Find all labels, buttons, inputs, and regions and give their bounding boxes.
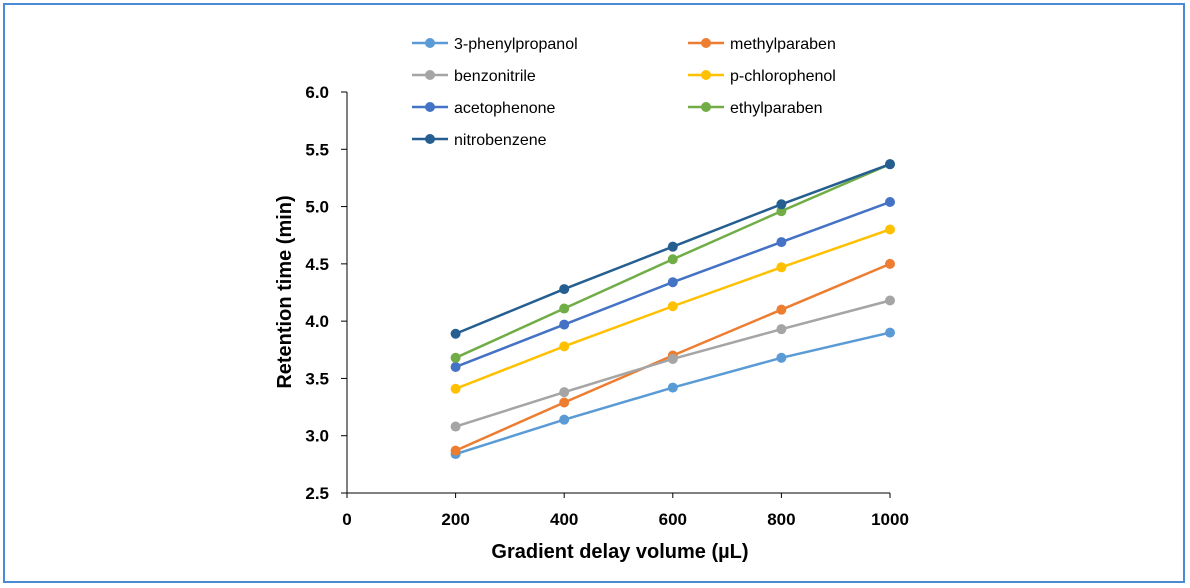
data-point <box>559 319 570 330</box>
series-benzonitrile <box>450 295 895 432</box>
data-point <box>776 304 787 315</box>
legend-item: 3-phenylpropanol <box>412 36 578 53</box>
data-point <box>885 224 895 235</box>
data-point <box>450 421 461 432</box>
legend: 3-phenylpropanol methylparaben benzonitril… <box>412 36 836 149</box>
data-point <box>776 237 787 248</box>
data-point <box>450 361 461 372</box>
x-tick-label: 400 <box>550 510 578 529</box>
series-p-chlorophenol <box>450 224 895 394</box>
y-tick-label: 5.5 <box>305 140 329 159</box>
data-point <box>450 383 461 394</box>
y-tick-label: 4.5 <box>305 255 329 274</box>
legend-label: 3-phenylpropanol <box>454 36 578 53</box>
data-point <box>559 397 570 408</box>
y-tick-label: 6.0 <box>305 83 329 102</box>
data-point <box>450 445 461 456</box>
y-tick-label: 3.0 <box>305 427 329 446</box>
data-point <box>450 352 461 363</box>
y-axis-label: Retention time (min) <box>274 195 296 388</box>
legend-swatch-marker <box>425 134 435 144</box>
series-nitrobenzene <box>450 159 895 339</box>
y-tick-labels: 2.5 3.0 3.5 4.0 4.5 5.0 5.5 6.0 <box>305 83 347 503</box>
legend-item: nitrobenzene <box>412 132 547 149</box>
data-point <box>559 414 570 425</box>
data-point <box>450 328 461 339</box>
y-tick-label: 4.0 <box>305 312 329 331</box>
x-tick-label: 200 <box>441 510 469 529</box>
legend-item: ethylparaben <box>688 100 823 117</box>
legend-label: benzonitrile <box>454 68 536 85</box>
x-tick-label: 0 <box>342 510 351 529</box>
legend-swatch-marker <box>701 102 711 112</box>
data-point <box>667 301 678 312</box>
plot-area <box>450 159 895 460</box>
data-point <box>885 159 895 170</box>
x-tick-label: 800 <box>767 510 795 529</box>
legend-swatch-marker <box>425 70 435 80</box>
legend-swatch-marker <box>425 102 435 112</box>
legend-label: acetophenone <box>454 100 556 117</box>
data-point <box>885 258 895 269</box>
data-point <box>885 327 895 338</box>
data-point <box>776 262 787 273</box>
data-point <box>776 352 787 363</box>
axes <box>346 92 890 494</box>
y-tick-label: 5.0 <box>305 198 329 217</box>
data-point <box>667 382 678 393</box>
legend-item: acetophenone <box>412 100 556 117</box>
legend-item: p-chlorophenol <box>688 68 836 85</box>
y-tick-label: 3.5 <box>305 369 329 388</box>
data-point <box>667 254 678 265</box>
y-tick-label: 2.5 <box>305 484 329 503</box>
data-point <box>559 284 570 295</box>
data-point <box>885 295 895 306</box>
legend-item: methylparaben <box>688 36 836 53</box>
legend-label: nitrobenzene <box>454 132 547 149</box>
data-point <box>776 206 787 217</box>
x-tick-label: 1000 <box>871 510 909 529</box>
legend-label: methylparaben <box>730 36 836 53</box>
legend-item: benzonitrile <box>412 68 536 85</box>
data-point <box>776 324 787 335</box>
legend-swatch-marker <box>425 38 435 48</box>
data-point <box>885 196 895 207</box>
chart-frame <box>3 3 1185 583</box>
legend-swatch-marker <box>701 38 711 48</box>
data-point <box>559 387 570 398</box>
data-point <box>559 303 570 314</box>
legend-swatch-marker <box>701 70 711 80</box>
x-tick-labels: 0 200 400 600 800 1000 <box>342 493 909 529</box>
x-tick-label: 600 <box>659 510 687 529</box>
legend-label: p-chlorophenol <box>730 68 836 85</box>
series-3-phenylpropanol <box>450 327 895 460</box>
data-point <box>776 199 787 210</box>
series-acetophenone <box>450 196 895 372</box>
series-ethylparaben <box>450 159 895 363</box>
data-point <box>667 353 678 364</box>
data-point <box>559 341 570 352</box>
legend-label: ethylparaben <box>730 100 823 117</box>
x-axis-label: Gradient delay volume (µL) <box>491 541 748 563</box>
data-point <box>667 277 678 288</box>
data-point <box>667 241 678 252</box>
